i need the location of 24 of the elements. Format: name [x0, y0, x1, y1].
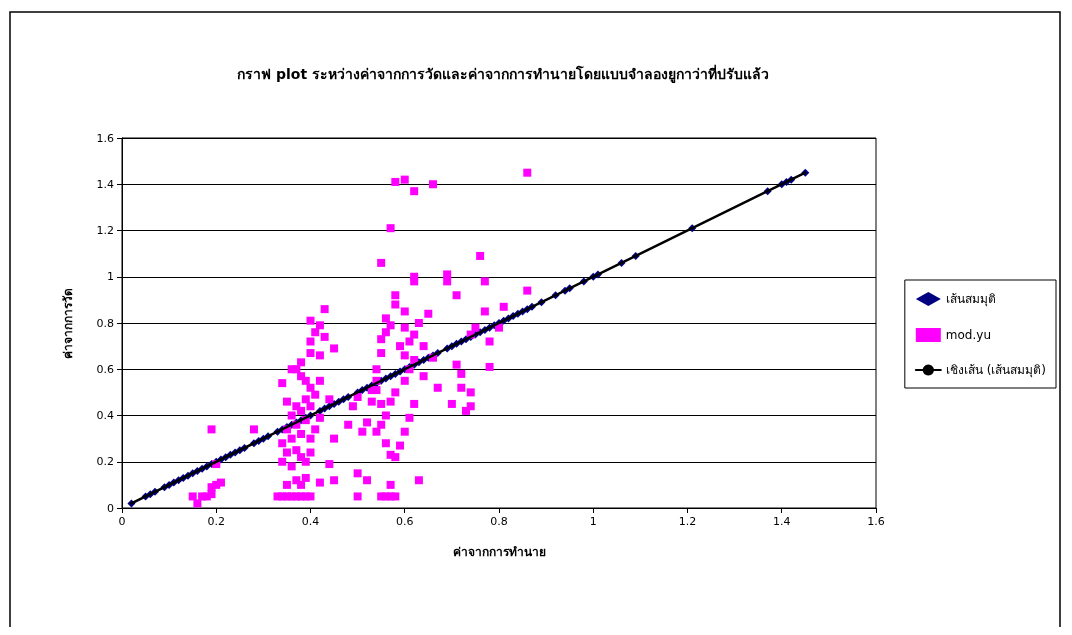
legend-label: mod.yu — [945, 328, 991, 342]
x-tick-label: 0.2 — [207, 515, 225, 528]
x-tick-label: 1 — [589, 515, 597, 528]
y-tick-label: 0.2 — [96, 455, 114, 469]
y-tick-label: 0 — [107, 501, 114, 515]
chart-title: กราฟ plot ระหว่างค่าจากการวัดและค่าจากการทำนายโดยแบบจำลองยูกาว่าที่ปรับแล้ว — [237, 64, 769, 83]
legend-label: เส้นสมมุติ — [945, 292, 996, 307]
x-tick-label: 0.4 — [301, 515, 320, 528]
y-tick-label: 0.4 — [96, 409, 114, 422]
x-tick-label: 1.2 — [678, 515, 697, 528]
x-axis-title: ค่าจากการทำนาย — [452, 545, 546, 559]
y-tick-label: 0.6 — [96, 362, 114, 376]
x-tick-label: 0.6 — [396, 515, 414, 528]
y-tick-label: 1.4 — [96, 177, 114, 191]
y-axis-title: ค่าจากการวัด — [61, 287, 75, 359]
y-tick-label: 1.2 — [96, 224, 114, 237]
x-tick-label: 0.8 — [490, 515, 508, 528]
x-tick-label: 0 — [118, 515, 126, 528]
legend-label: เชิงเส้น (เส้นสมมุติ) — [945, 363, 1047, 378]
x-tick-label: 1.4 — [773, 515, 791, 528]
x-tick-label: 1.6 — [867, 515, 885, 528]
y-tick-label: 1 — [107, 270, 114, 284]
y-tick-label: 0.8 — [96, 316, 114, 330]
y-tick-label: 1.6 — [96, 131, 114, 145]
